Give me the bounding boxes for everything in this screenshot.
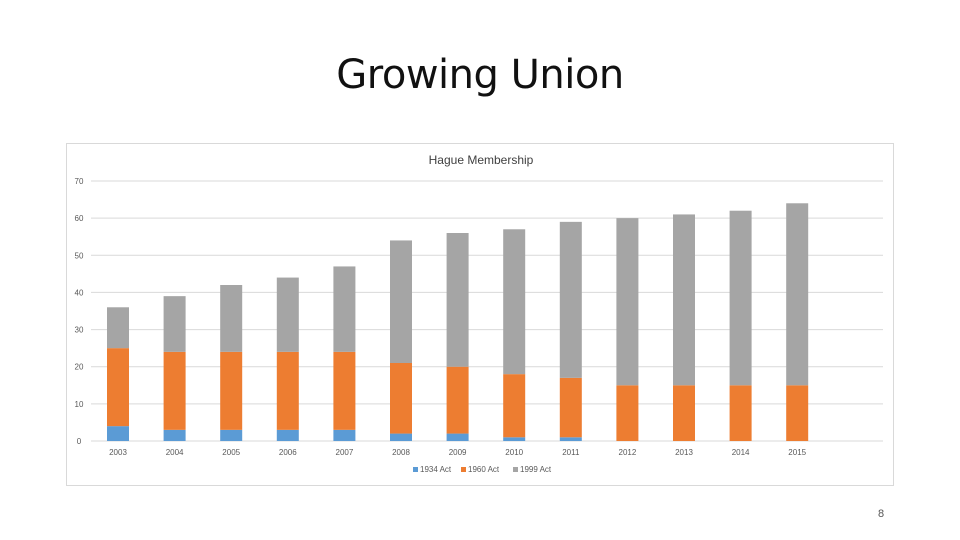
bar-1999-act-2009 [446,233,469,367]
bar-1999-act-2010 [503,229,526,375]
bar-1999-act-2007 [333,266,356,352]
bar-1999-act-2008 [390,240,412,363]
bar-1960-act-2012 [616,385,639,441]
bar-1960-act-2005 [220,351,243,430]
x-tick-label: 2005 [222,448,240,457]
legend-swatch-1934-act [413,467,418,472]
chart-container: Hague Membership 0 10 20 30 40 50 60 70 2003 200… [66,143,894,486]
bar-1999-act-2006 [276,277,299,352]
bar-1960-act-2014 [729,385,752,441]
x-tick-label: 2013 [675,448,693,457]
x-tick-label: 2011 [562,448,580,457]
slide-title: Growing Union [336,52,624,98]
x-tick-label: 2010 [505,448,523,457]
bar-1999-act-2014 [729,210,752,386]
bar-1960-act-2003 [107,348,129,427]
bar-1934-act-2010 [503,437,526,441]
bar-1960-act-2013 [673,385,695,441]
bar-1999-act-2013 [673,214,695,386]
bar-1934-act-2007 [333,429,356,441]
bar-1960-act-2004 [163,351,186,430]
bar-1934-act-2006 [276,429,299,441]
y-tick-label: 60 [75,214,84,223]
bar-1960-act-2011 [559,377,582,438]
bar-1934-act-2009 [446,433,469,441]
chart-title: Hague Membership [429,153,534,167]
bar-1960-act-2006 [276,351,299,430]
bar-1960-act-2015 [786,385,809,441]
x-tick-label: 2004 [166,448,184,457]
x-tick-label: 2008 [392,448,410,457]
y-tick-label: 30 [75,326,84,335]
y-tick-label: 40 [75,288,84,297]
x-tick-label: 2012 [619,448,637,457]
y-tick-label: 50 [75,251,84,260]
bar-1934-act-2011 [559,437,582,441]
page-number: 8 [877,508,885,520]
y-tick-label: 10 [75,400,84,409]
bar-1934-act-2008 [390,433,412,441]
legend: 1934 Act 1960 Act 1999 Act [413,465,552,474]
bar-1960-act-2009 [446,366,469,434]
legend-label-1960-act: 1960 Act [468,465,500,474]
bar-1999-act-2003 [107,307,129,349]
x-tick-label: 2007 [336,448,354,457]
y-tick-label: 0 [77,437,82,446]
bar-1999-act-2012 [616,218,639,386]
legend-swatch-1960-act [461,467,466,472]
x-tick-label: 2015 [788,448,806,457]
x-tick-label: 2014 [732,448,750,457]
bar-1960-act-2008 [390,363,412,434]
x-tick-label: 2006 [279,448,297,457]
bar-1999-act-2005 [220,285,243,352]
y-axis-tick-labels: 0 10 20 30 40 50 60 70 [75,177,84,446]
bar-1934-act-2003 [107,426,129,441]
legend-swatch-1999-act [513,467,518,472]
gridlines [91,180,883,442]
legend-label-1999-act: 1999 Act [520,465,552,474]
bar-1999-act-2011 [559,221,582,378]
x-tick-label: 2009 [449,448,467,457]
bar-1934-act-2004 [163,429,186,441]
y-tick-label: 70 [75,177,84,186]
x-tick-label: 2003 [109,448,127,457]
bar-1934-act-2005 [220,429,243,441]
bar-1960-act-2010 [503,374,526,438]
bar-1999-act-2015 [786,203,809,386]
bar-1960-act-2007 [333,351,356,430]
bars [107,203,809,441]
x-axis-tick-labels: 2003 2004 2005 2006 2007 2008 2009 2010 2011 2012… [109,448,807,457]
legend-label-1934-act: 1934 Act [420,465,452,474]
y-tick-label: 20 [75,363,84,372]
bar-1999-act-2004 [163,296,186,352]
